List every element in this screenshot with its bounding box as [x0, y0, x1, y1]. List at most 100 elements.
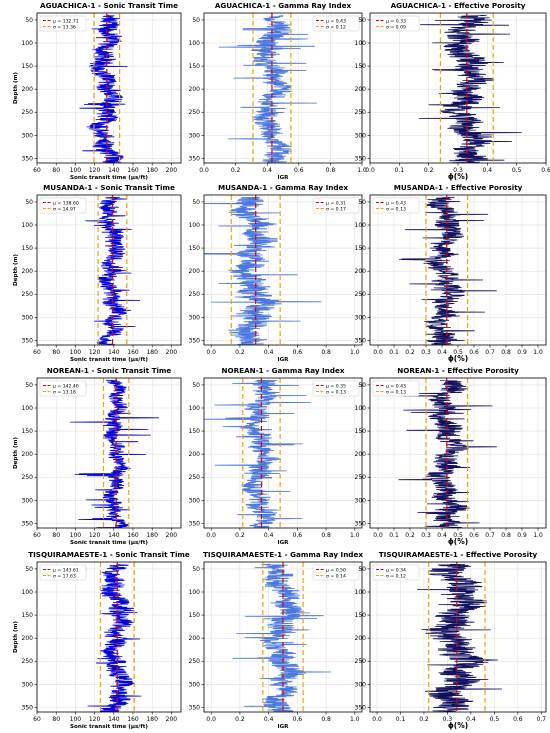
legend-box [312, 564, 360, 581]
y-tick-label: 250 [355, 291, 367, 298]
x-tick-label: 0.6 [469, 349, 479, 356]
series-line [79, 14, 128, 163]
x-tick-label: 120 [89, 716, 101, 723]
legend-box [39, 564, 87, 581]
legend: μ = 0.43σ = 0.13 [372, 197, 420, 214]
series-line [232, 563, 332, 712]
grid [370, 195, 546, 345]
y-tick-label: 250 [189, 291, 201, 298]
x-tick-label: 0.3 [453, 167, 463, 174]
x-tick-label: 0.0 [199, 167, 209, 174]
panel-8: 0.0 0.2 0.4 0.6 0.8 1.0 50 100 150 200 250 300 350 NO… [189, 366, 363, 546]
x-tick-label: 80 [52, 349, 60, 356]
x-tick-label: 0.6 [294, 167, 304, 174]
y-tick-label: 300 [22, 681, 34, 688]
legend: μ = 0.43σ = 0.13 [372, 380, 420, 397]
x-tick-label: 0.4 [437, 349, 447, 356]
x-tick-label: 0.7 [485, 532, 495, 539]
legend-mean-label: μ = 0.35 [326, 383, 346, 389]
x-tick-label: 180 [146, 532, 158, 539]
panel-4: 60 80 100 120 140 160 180 200 50 100 150 200 250 300 3… [13, 183, 182, 363]
x-tick-label: 160 [127, 349, 139, 356]
y-tick-label: 200 [355, 635, 367, 642]
legend-std-label: σ = 0.12 [386, 573, 406, 579]
x-tick-label: 0.6 [293, 349, 303, 356]
y-tick-label: 150 [22, 612, 34, 619]
y-tick-label: 100 [355, 589, 367, 596]
x-tick-label: 0.2 [235, 716, 245, 723]
y-tick-label: 200 [355, 86, 367, 93]
x-tick-label: 0.5 [453, 532, 463, 539]
y-tick-label: 300 [22, 314, 34, 321]
legend-std-label: σ = 0.13 [386, 206, 406, 212]
plot-frame [203, 12, 363, 164]
x-tick-label: 100 [70, 167, 82, 174]
panel-12: 0.0 0.1 0.2 0.3 0.4 0.5 0.6 0.7 50 100 150 200 250 30… [355, 550, 547, 730]
x-tick-label: 200 [166, 167, 178, 174]
y-tick-label: 300 [355, 132, 367, 139]
y-tick-label: 150 [355, 428, 367, 435]
x-tick-label: 0.8 [501, 349, 511, 356]
x-tick-label: 60 [33, 167, 41, 174]
panel-title: NOREAN-1 - Sonic Transit Time [47, 366, 172, 375]
y-tick-label: 100 [22, 40, 34, 47]
legend-box [39, 197, 87, 214]
x-tick-label: 0.4 [264, 349, 274, 356]
series-line [87, 563, 142, 712]
series-line [398, 380, 497, 528]
legend: μ = 0.31σ = 0.17 [312, 197, 360, 214]
y-tick-label: 250 [22, 658, 34, 665]
panel-title: AGUACHICA-1 - Gamma Ray Index [215, 1, 352, 10]
y-tick-label: 50 [358, 17, 366, 24]
legend-std-label: σ = 0.13 [326, 389, 346, 395]
y-tick-label: 100 [189, 405, 201, 412]
plot-frame [203, 377, 363, 529]
y-tick-label: 150 [189, 612, 201, 619]
y-tick-label: 100 [189, 589, 201, 596]
x-tick-label: 160 [127, 167, 139, 174]
y-tick-label: 300 [355, 681, 367, 688]
grid [36, 195, 181, 345]
legend-box [312, 197, 360, 214]
legend-std-label: σ = 14.97 [53, 206, 76, 212]
y-tick-label: 50 [192, 17, 200, 24]
panel-title: TISQUIRAMAESTE-1 - Gamma Ray Index [203, 550, 363, 559]
plot-frame [369, 561, 547, 713]
x-tick-label: 80 [52, 716, 60, 723]
x-tick-label: 0.2 [235, 349, 245, 356]
y-tick-label: 200 [189, 86, 201, 93]
panel-3: 0.0 0.1 0.2 0.3 0.4 0.5 0.6 50 100 150 200 250 300 35… [355, 1, 550, 181]
y-tick-label: 100 [189, 40, 201, 47]
x-tick-label: 140 [108, 716, 120, 723]
x-tick-label: 0.0 [206, 532, 216, 539]
x-tick-label: 0.7 [485, 349, 495, 356]
x-tick-label: 0.5 [453, 349, 463, 356]
y-tick-label: 100 [22, 405, 34, 412]
legend: μ = 0.33σ = 0.09 [372, 15, 420, 32]
x-tick-label: 120 [89, 532, 101, 539]
legend: μ = 132.71σ = 13.36 [39, 15, 87, 32]
x-axis-label: Sonic transit time (µs/ft) [70, 175, 148, 181]
plot-frame [36, 12, 182, 164]
legend-mean-label: μ = 0.34 [386, 567, 406, 573]
x-tick-label: 0.4 [264, 716, 274, 723]
y-tick-label: 150 [189, 245, 201, 252]
x-tick-label: 0.3 [443, 716, 453, 723]
y-tick-label: 350 [189, 155, 201, 162]
x-tick-label: 0.1 [389, 349, 399, 356]
x-tick-label: 60 [33, 349, 41, 356]
y-tick-label: 350 [355, 704, 367, 711]
x-tick-label: 0.6 [541, 167, 550, 174]
x-tick-label: 140 [108, 167, 120, 174]
y-tick-label: 350 [22, 704, 34, 711]
x-axis-label: IGR [278, 540, 290, 546]
series-line [399, 196, 497, 345]
panel-title: AGUACHICA-1 - Sonic Transit Time [40, 1, 178, 10]
legend: μ = 0.50σ = 0.14 [312, 564, 360, 581]
x-tick-label: 0.2 [405, 532, 415, 539]
x-tick-label: 100 [70, 716, 82, 723]
y-tick-label: 350 [355, 155, 367, 162]
plot-frame [36, 194, 182, 346]
x-tick-label: 0.4 [262, 167, 272, 174]
x-tick-label: 0.1 [396, 716, 406, 723]
